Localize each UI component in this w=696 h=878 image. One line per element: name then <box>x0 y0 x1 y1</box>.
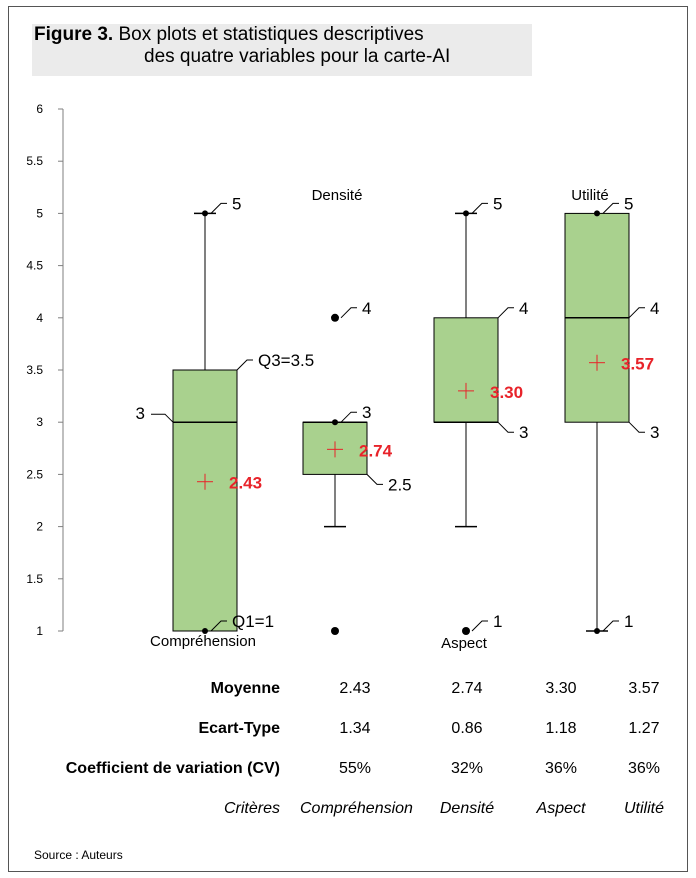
stats-value: 36% <box>544 760 578 777</box>
category-label: Densité <box>312 187 363 204</box>
annotation-leader <box>471 202 488 214</box>
annotation-label: 5 <box>624 194 633 213</box>
stats-value: 1.34 <box>339 720 371 737</box>
annotation-leader <box>236 359 253 371</box>
stats-label: Moyenne <box>210 680 280 697</box>
annotation-leader <box>340 307 357 319</box>
stats-value: 55% <box>338 760 372 777</box>
y-tick-label: 2.5 <box>26 467 43 481</box>
y-tick-label: 4 <box>36 311 43 325</box>
max-point <box>202 210 208 217</box>
y-tick-label: 1 <box>36 624 43 638</box>
criteria-name: Compréhension <box>300 800 413 817</box>
category-label: Utilité <box>571 187 609 204</box>
annotation-label: 4 <box>650 299 659 318</box>
annotation-label: 5 <box>493 194 502 213</box>
annotation-leader <box>497 421 514 433</box>
annotation-leader <box>602 202 619 214</box>
annotation-label: 1 <box>624 612 633 631</box>
y-tick-label: 1.5 <box>26 572 43 586</box>
figure-title-line1: Box plots et statistiques descriptives <box>118 24 424 45</box>
annotation-leader <box>628 421 645 433</box>
stats-label: Ecart-Type <box>198 720 280 737</box>
stats-row-cv: Coefficient de variation (CV) 55% 32% 36… <box>0 760 696 782</box>
y-tick-label: 4.5 <box>26 259 43 273</box>
annotation-label: 4 <box>362 299 371 318</box>
outlier-point <box>462 627 470 635</box>
mean-value-label: 2.74 <box>359 441 393 460</box>
stats-value: 2.74 <box>451 680 483 697</box>
stats-value: 0.86 <box>451 720 483 737</box>
mean-value-label: 3.57 <box>621 355 654 374</box>
annotation-label: 1 <box>493 612 502 631</box>
criteria-name: Utilité <box>623 800 664 817</box>
annotation-leader <box>628 307 645 319</box>
annotation-leader <box>210 620 227 632</box>
max-point <box>594 210 600 217</box>
category-label: Compréhension <box>150 633 256 650</box>
source-note: Source : Auteurs <box>34 848 123 862</box>
criteria-label: Critères <box>223 800 280 817</box>
stats-value: 3.57 <box>628 680 660 697</box>
annotation-label: Q3=3.5 <box>258 351 314 370</box>
y-tick-label: 3 <box>36 415 43 429</box>
outlier-point <box>331 313 339 322</box>
annotation-label: 2.5 <box>388 475 412 494</box>
box-iqr <box>433 317 499 423</box>
stats-value: 3.30 <box>545 680 577 697</box>
min-point <box>594 628 600 634</box>
outlier-point <box>331 627 339 635</box>
annotation-leader <box>602 620 619 632</box>
annotation-label: Q1=1 <box>232 612 274 631</box>
stats-row-mean: Moyenne 2.43 2.74 3.30 3.57 <box>0 680 696 702</box>
annotation-label: 3 <box>519 423 528 442</box>
y-tick-label: 2 <box>36 520 43 534</box>
y-tick-label: 5.5 <box>26 154 43 168</box>
max-point <box>463 210 469 217</box>
annotation-label: 3 <box>362 403 371 422</box>
max-point <box>332 419 338 426</box>
annotation-leader <box>151 413 174 423</box>
stats-value: 32% <box>450 760 484 777</box>
figure-title: Figure 3. Box plots et statistiques desc… <box>34 24 680 46</box>
stats-value: 36% <box>627 760 661 777</box>
category-label: Aspect <box>441 635 488 652</box>
figure-title-line2: des quatre variables pour la carte-AI <box>144 46 451 67</box>
annotation-label: 3 <box>650 423 659 442</box>
stats-value: 2.43 <box>339 680 371 697</box>
stats-row-criteria: Critères Compréhension Densité Aspect Ut… <box>0 800 696 822</box>
stats-value: 1.27 <box>628 720 660 737</box>
annotation-leader <box>366 474 383 485</box>
annotation-leader <box>340 411 357 423</box>
mean-value-label: 2.43 <box>229 474 262 493</box>
criteria-name: Densité <box>439 800 495 817</box>
annotation-label: 4 <box>519 299 528 318</box>
annotation-label: 3 <box>136 404 145 423</box>
stats-row-stddev: Ecart-Type 1.34 0.86 1.18 1.27 <box>0 720 696 742</box>
figure-header: Figure 3. Box plots et statistiques desc… <box>8 0 680 76</box>
y-tick-label: 3.5 <box>26 363 43 377</box>
stats-label: Coefficient de variation (CV) <box>65 760 280 777</box>
criteria-name: Aspect <box>536 800 586 817</box>
annotation-leader <box>210 202 227 214</box>
y-tick-label: 6 <box>36 102 43 116</box>
annotation-leader <box>497 307 514 319</box>
min-point <box>202 628 208 634</box>
annotation-leader <box>471 620 488 632</box>
annotation-label: 5 <box>232 194 241 213</box>
stats-value: 1.18 <box>545 720 577 737</box>
mean-value-label: 3.30 <box>490 383 523 402</box>
header-band <box>32 24 532 76</box>
box-iqr <box>172 369 238 632</box>
y-tick-label: 5 <box>36 206 43 220</box>
figure-label: Figure 3. <box>34 24 114 45</box>
box-plot-chart: 1 1.5 2 2.5 3 3.5 4 4.5 5 5.5 6 Compréhension Densit… <box>26 102 659 652</box>
